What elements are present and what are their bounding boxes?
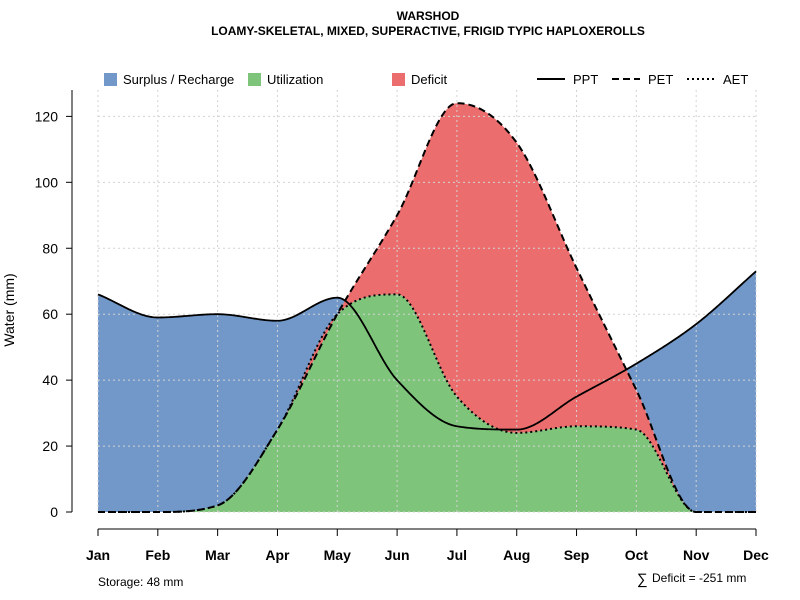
legend-label-deficit: Deficit	[411, 72, 448, 87]
legend-swatch-utilization	[248, 73, 261, 86]
legend-label-ppt: PPT	[573, 72, 598, 87]
sum-symbol: ∑	[637, 571, 648, 588]
series-line-pet	[98, 102, 756, 513]
grid-layer	[97, 90, 757, 513]
y-tick-label: 100	[35, 174, 59, 190]
x-tick-label: Nov	[683, 547, 710, 563]
x-tick-label: Sep	[564, 547, 590, 563]
surplus-area	[98, 103, 756, 512]
legend: Surplus / Recharge Utilization Deficit P…	[104, 72, 748, 87]
legend-label-pet: PET	[648, 72, 673, 87]
y-tick-label: 0	[50, 504, 58, 520]
x-tick-label: Jul	[447, 547, 467, 563]
legend-swatch-surplus	[104, 73, 117, 86]
y-tick-label: 40	[42, 372, 58, 388]
utilization-area	[98, 294, 756, 512]
chart-title: WARSHOD	[397, 9, 460, 23]
deficit-area	[98, 103, 756, 512]
y-tick-label: 80	[42, 240, 58, 256]
x-tick-label: Dec	[743, 547, 769, 563]
deficit-note: Deficit = -251 mm	[652, 571, 746, 585]
axes-layer: 0 20 40 60 80 100 120 Jan Feb Mar Apr May Jun Jul Aug S…	[35, 90, 769, 563]
line-layer	[97, 102, 757, 513]
x-tick-label: Jun	[385, 547, 410, 563]
chart-subtitle: LOAMY-SKELETAL, MIXED, SUPERACTIVE, FRIG…	[211, 24, 645, 38]
x-tick-label: Jan	[86, 547, 110, 563]
area-layer	[98, 103, 756, 512]
x-tick-label: Aug	[503, 547, 530, 563]
legend-swatch-deficit	[392, 73, 405, 86]
x-tick-label: Apr	[265, 547, 290, 563]
y-tick-label: 60	[42, 306, 58, 322]
legend-label-surplus: Surplus / Recharge	[123, 72, 234, 87]
x-tick-label: May	[324, 547, 351, 563]
legend-label-utilization: Utilization	[267, 72, 323, 87]
y-axis-label: Water (mm)	[1, 273, 17, 346]
y-tick-label: 20	[42, 438, 58, 454]
x-tick-label: Mar	[205, 547, 230, 563]
x-tick-label: Feb	[145, 547, 170, 563]
legend-label-aet: AET	[723, 72, 748, 87]
y-tick-label: 120	[35, 108, 59, 124]
x-tick-label: Oct	[625, 547, 649, 563]
storage-note: Storage: 48 mm	[98, 575, 183, 589]
series-line-ppt	[97, 270, 757, 431]
